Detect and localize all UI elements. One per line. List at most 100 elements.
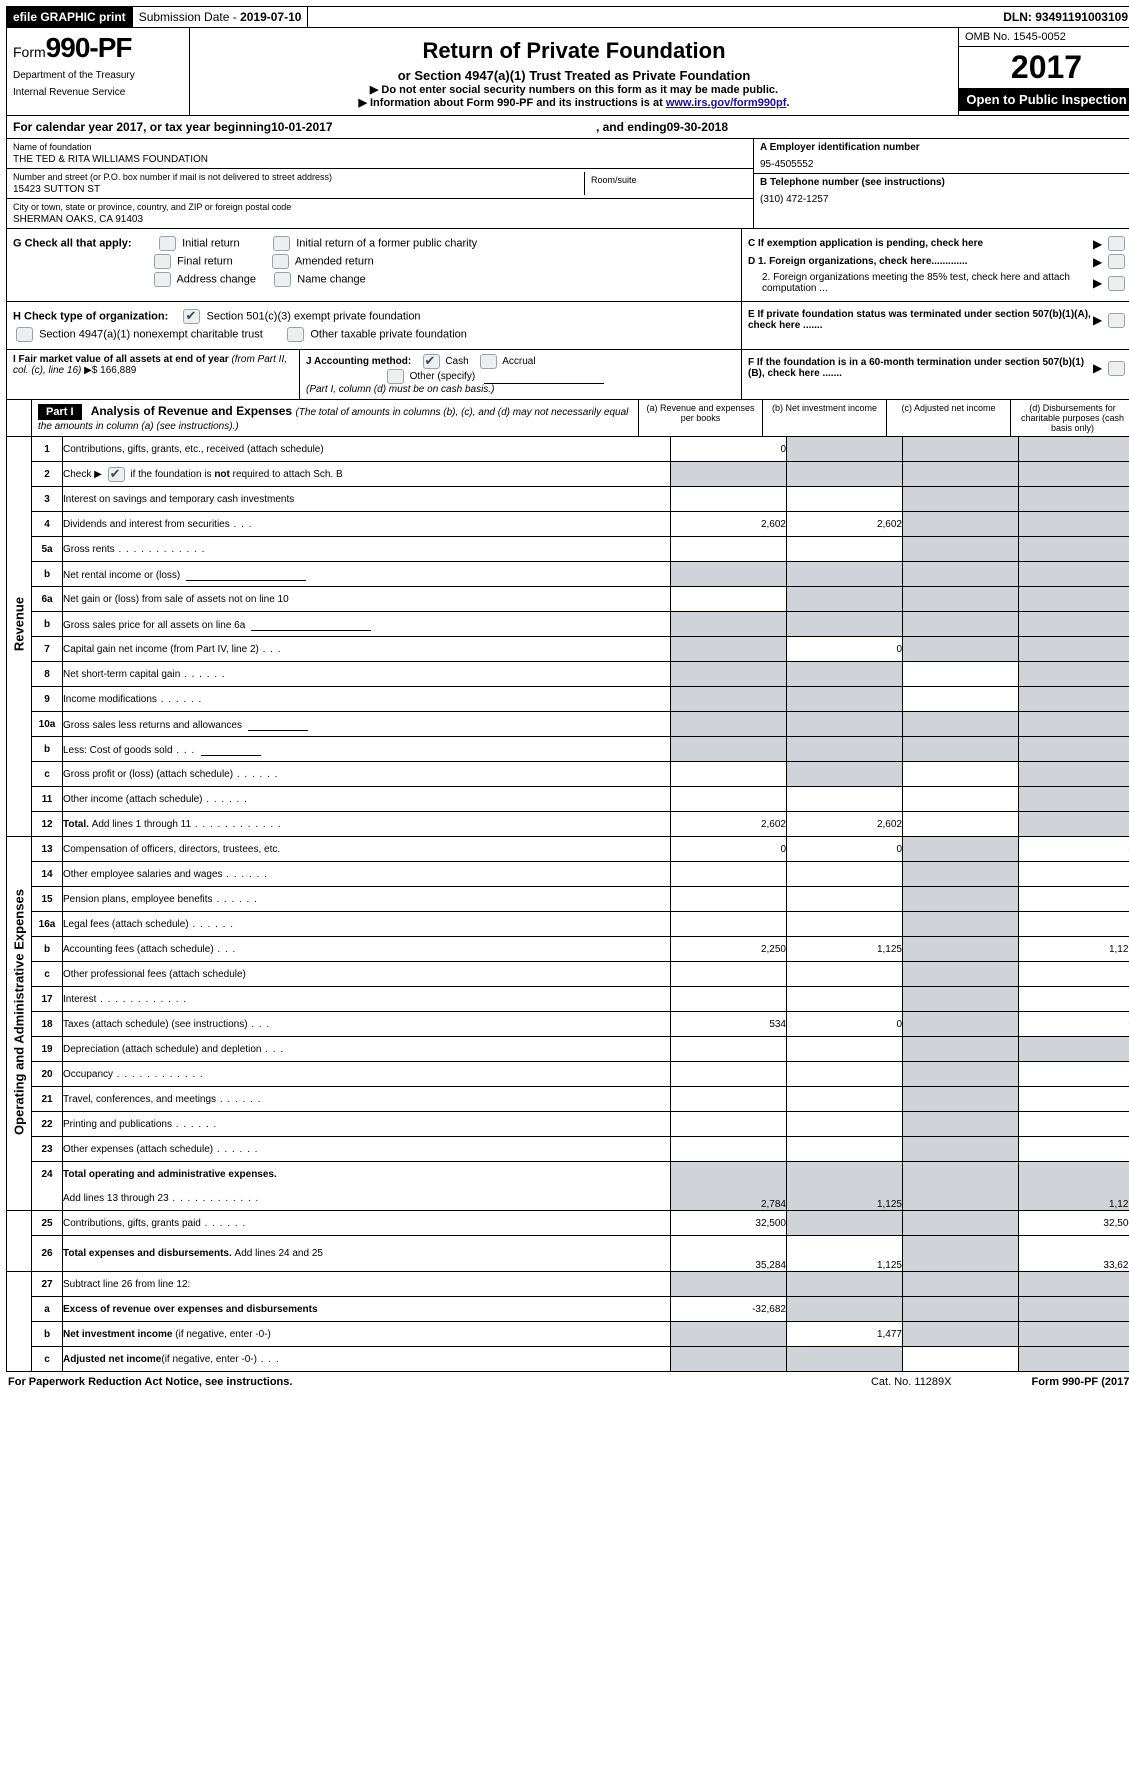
d2-foreign-85: 2. Foreign organizations meeting the 85%… bbox=[748, 272, 1128, 294]
section-ij-row: I Fair market value of all assets at end… bbox=[6, 350, 1129, 400]
line-14: 14Other employee salaries and wages bbox=[7, 862, 1129, 887]
irs-label: Internal Revenue Service bbox=[13, 87, 183, 98]
cash-checkbox[interactable] bbox=[423, 354, 440, 369]
paperwork-notice: For Paperwork Reduction Act Notice, see … bbox=[8, 1376, 292, 1388]
year-end: 09-30-2018 bbox=[667, 120, 728, 134]
form-id-block: Form990-PF Department of the Treasury In… bbox=[7, 28, 190, 115]
line-10c: cGross profit or (loss) (attach schedule… bbox=[7, 762, 1129, 787]
part1-table: Revenue 1 Contributions, gifts, grants, … bbox=[6, 437, 1129, 1372]
line-27b: bNet investment income (if negative, ent… bbox=[7, 1322, 1129, 1347]
e-terminated: E If private foundation status was termi… bbox=[748, 309, 1128, 331]
instructions-link[interactable]: www.irs.gov/form990pf bbox=[666, 97, 787, 109]
catalog-number: Cat. No. 11289X bbox=[871, 1376, 952, 1388]
4947a1-checkbox[interactable] bbox=[16, 327, 33, 342]
foundation-name: THE TED & RITA WILLIAMS FOUNDATION bbox=[13, 152, 747, 165]
line-17: 17Interest bbox=[7, 987, 1129, 1012]
city-cell: City or town, state or province, country… bbox=[7, 199, 753, 228]
line-27: 27Subtract line 26 from line 12: bbox=[7, 1272, 1129, 1297]
other-method-checkbox[interactable] bbox=[387, 369, 404, 384]
revenue-side-label: Revenue bbox=[12, 597, 27, 651]
section-h-row: H Check type of organization: Section 50… bbox=[6, 302, 1129, 350]
c-checkbox[interactable] bbox=[1108, 236, 1125, 251]
line-26: 26Total expenses and disbursements. Add … bbox=[7, 1236, 1129, 1272]
line-6b: bGross sales price for all assets on lin… bbox=[7, 612, 1129, 637]
line-2: 2 Check ▶ if the foundation is not requi… bbox=[7, 462, 1129, 487]
final-return-checkbox[interactable] bbox=[154, 254, 171, 269]
line-24: 24Total operating and administrative exp… bbox=[7, 1162, 1129, 1187]
open-inspection: Open to Public Inspection bbox=[959, 88, 1129, 111]
line-9: 9Income modifications bbox=[7, 687, 1129, 712]
form-title-block: Return of Private Foundation or Section … bbox=[190, 28, 958, 115]
501c3-checkbox[interactable] bbox=[183, 309, 200, 324]
c-exemption-pending: C If exemption application is pending, c… bbox=[748, 236, 1128, 251]
line-8: 8Net short-term capital gain bbox=[7, 662, 1129, 687]
line-21: 21Travel, conferences, and meetings bbox=[7, 1087, 1129, 1112]
f-60month: F If the foundation is in a 60-month ter… bbox=[748, 357, 1128, 379]
street-address: 15423 SUTTON ST bbox=[13, 182, 584, 195]
form-header: Form990-PF Department of the Treasury In… bbox=[6, 28, 1129, 116]
col-d-header: (d) Disbursements for charitable purpose… bbox=[1010, 400, 1129, 436]
subtitle: or Section 4947(a)(1) Trust Treated as P… bbox=[196, 68, 952, 83]
line-5b: bNet rental income or (loss) bbox=[7, 562, 1129, 587]
col-c-header: (c) Adjusted net income bbox=[886, 400, 1010, 436]
instructions-link-line: ▶ Information about Form 990-PF and its … bbox=[196, 96, 952, 109]
calendar-year-row: For calendar year 2017, or tax year begi… bbox=[6, 116, 1129, 139]
line-16c: cOther professional fees (attach schedul… bbox=[7, 962, 1129, 987]
accrual-checkbox[interactable] bbox=[480, 354, 497, 369]
line-10b: bLess: Cost of goods sold bbox=[7, 737, 1129, 762]
line-7: 7Capital gain net income (from Part IV, … bbox=[7, 637, 1129, 662]
form-number: 990-PF bbox=[46, 32, 132, 63]
street-cell: Number and street (or P.O. box number if… bbox=[13, 172, 585, 195]
phone-value: (310) 472-1257 bbox=[760, 188, 1128, 205]
page-footer: For Paperwork Reduction Act Notice, see … bbox=[6, 1372, 1129, 1392]
initial-former-charity-checkbox[interactable] bbox=[273, 236, 290, 251]
fmv-value: 166,889 bbox=[97, 365, 136, 376]
line-12: 12Total. Add lines 1 through 112,6022,60… bbox=[7, 812, 1129, 837]
line-16a: 16aLegal fees (attach schedule) bbox=[7, 912, 1129, 937]
phone-cell: B Telephone number (see instructions) (3… bbox=[754, 174, 1129, 208]
top-bar: efile GRAPHIC print Submission Date - 20… bbox=[6, 6, 1129, 28]
line-22: 22Printing and publications bbox=[7, 1112, 1129, 1137]
room-suite-cell: Room/suite bbox=[585, 172, 747, 195]
col-a-header: (a) Revenue and expenses per books bbox=[638, 400, 762, 436]
ein-value: 95-4505552 bbox=[760, 153, 1128, 170]
line-11: 11Other income (attach schedule) bbox=[7, 787, 1129, 812]
city-state-zip: SHERMAN OAKS, CA 91403 bbox=[13, 212, 747, 225]
line-1: Revenue 1 Contributions, gifts, grants, … bbox=[7, 437, 1129, 462]
tax-year: 2017 bbox=[959, 47, 1129, 88]
ein-cell: A Employer identification number 95-4505… bbox=[754, 139, 1129, 174]
page-title: Return of Private Foundation bbox=[196, 38, 952, 64]
address-change-checkbox[interactable] bbox=[154, 272, 171, 287]
f-checkbox[interactable] bbox=[1108, 361, 1125, 376]
part1-header: Part I Analysis of Revenue and Expenses … bbox=[6, 400, 1129, 437]
efile-tag: efile GRAPHIC print bbox=[7, 7, 133, 27]
line-27c: cAdjusted net income(if negative, enter … bbox=[7, 1347, 1129, 1372]
line-16b: bAccounting fees (attach schedule)2,2501… bbox=[7, 937, 1129, 962]
ssn-warning: ▶ Do not enter social security numbers o… bbox=[196, 83, 952, 96]
line-23: 23Other expenses (attach schedule) bbox=[7, 1137, 1129, 1162]
line-20: 20Occupancy bbox=[7, 1062, 1129, 1087]
initial-return-checkbox[interactable] bbox=[159, 236, 176, 251]
treasury-dept: Department of the Treasury bbox=[13, 70, 183, 81]
name-change-checkbox[interactable] bbox=[274, 272, 291, 287]
e-checkbox[interactable] bbox=[1108, 313, 1125, 328]
d1-checkbox[interactable] bbox=[1108, 254, 1125, 269]
line-25: 25Contributions, gifts, grants paid32,50… bbox=[7, 1211, 1129, 1236]
i-fmv: I Fair market value of all assets at end… bbox=[7, 350, 300, 399]
col-b-header: (b) Net investment income bbox=[762, 400, 886, 436]
j-accounting: J Accounting method: Cash Accrual Other … bbox=[300, 350, 741, 399]
omb-number: OMB No. 1545-0052 bbox=[959, 28, 1129, 47]
h-label: H Check type of organization: bbox=[13, 310, 168, 322]
schB-checkbox[interactable] bbox=[108, 467, 125, 482]
foundation-name-cell: Name of foundation THE TED & RITA WILLIA… bbox=[7, 139, 753, 169]
line-3: 3Interest on savings and temporary cash … bbox=[7, 487, 1129, 512]
other-taxable-checkbox[interactable] bbox=[287, 327, 304, 342]
part1-tag: Part I bbox=[38, 404, 82, 420]
d2-checkbox[interactable] bbox=[1108, 276, 1125, 291]
dln: DLN: 93491191003109 bbox=[997, 7, 1129, 27]
submission-date: Submission Date - 2019-07-10 bbox=[133, 7, 309, 27]
amended-return-checkbox[interactable] bbox=[272, 254, 289, 269]
form-footer-id: Form 990-PF (2017) bbox=[1032, 1376, 1129, 1388]
line-13: Operating and Administrative Expenses 13… bbox=[7, 837, 1129, 862]
line-19: 19Depreciation (attach schedule) and dep… bbox=[7, 1037, 1129, 1062]
